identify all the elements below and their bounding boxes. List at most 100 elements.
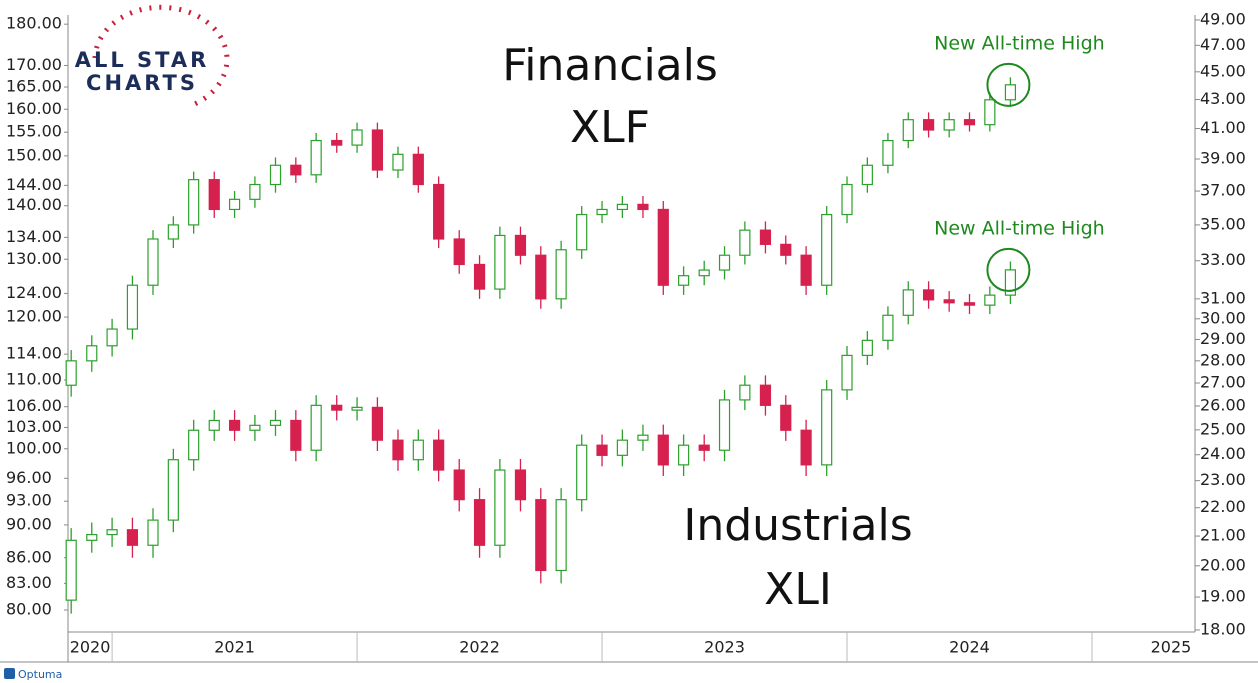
candle-body <box>106 328 118 347</box>
candle-body <box>576 213 588 251</box>
candle-body <box>616 439 628 456</box>
y2-tick-label: 45.00 <box>1200 61 1246 80</box>
candle-body <box>371 406 384 441</box>
y2-tick-label: 31.00 <box>1200 288 1246 307</box>
y2-tick-label: 41.00 <box>1200 118 1246 137</box>
candle-body <box>86 345 98 362</box>
candle-body <box>167 224 179 240</box>
y-tick-label: 180.00 <box>6 14 62 33</box>
candle-body <box>392 153 404 171</box>
y2-tick-label: 21.00 <box>1200 526 1246 545</box>
y-tick-label: 160.00 <box>6 99 62 118</box>
candle-body <box>269 419 282 426</box>
candle-body <box>412 153 424 186</box>
candle-body <box>596 208 608 216</box>
candle-body <box>657 434 669 466</box>
y-tick-label: 110.00 <box>6 369 62 388</box>
candle-body <box>147 238 159 286</box>
candle-body <box>821 389 833 466</box>
y-tick-label: 170.00 <box>6 55 62 74</box>
candle-body <box>290 164 302 176</box>
candle-body <box>902 289 914 316</box>
candle-body <box>473 263 486 290</box>
candle-body <box>637 203 649 211</box>
candle-body <box>126 529 139 546</box>
logo-line1: ALL STAR <box>75 48 210 72</box>
y2-tick-label: 33.00 <box>1200 250 1246 269</box>
candle-body <box>351 406 363 411</box>
y-tick-label: 130.00 <box>6 249 62 268</box>
y2-tick-label: 35.00 <box>1200 214 1246 233</box>
candle-body <box>514 469 527 501</box>
candle-body <box>718 399 731 451</box>
candle-body <box>984 99 996 126</box>
y-tick-label: 103.00 <box>6 417 62 436</box>
y2-tick-label: 30.00 <box>1200 308 1246 327</box>
candle-body <box>412 439 424 461</box>
candle-body <box>208 419 220 431</box>
candle-body <box>963 119 976 126</box>
candle-body <box>841 354 853 391</box>
x-tick-label: 2024 <box>949 638 990 657</box>
candle-body <box>718 254 731 271</box>
footer-brand: Optuma <box>18 668 62 681</box>
candle-body <box>861 164 873 186</box>
candle-body <box>535 499 547 572</box>
candle-body <box>678 275 690 286</box>
candle-body <box>800 429 812 466</box>
candle-body <box>943 299 955 304</box>
candle-body <box>228 419 241 431</box>
candle-body <box>167 459 179 521</box>
y2-tick-label: 47.00 <box>1200 35 1246 54</box>
y-tick-label: 140.00 <box>6 195 62 214</box>
candle-body <box>147 519 159 546</box>
y2-tick-label: 27.00 <box>1200 372 1246 391</box>
candle-body <box>841 183 853 216</box>
candle-body <box>576 444 588 501</box>
logo: ALL STAR CHARTS <box>75 4 230 109</box>
candle-body <box>433 439 445 471</box>
y-tick-label: 124.00 <box>6 283 62 302</box>
candle-body <box>514 234 527 256</box>
y2-tick-label: 22.00 <box>1200 497 1246 516</box>
x-tick-label: 2023 <box>704 638 745 657</box>
candle-body <box>228 198 241 211</box>
candle-body <box>331 139 343 146</box>
y2-tick-label: 25.00 <box>1200 419 1246 438</box>
candle-body <box>800 254 812 286</box>
candle-body <box>739 384 751 401</box>
candle-body <box>698 269 710 277</box>
candle-body <box>759 229 772 245</box>
y2-tick-label: 43.00 <box>1200 89 1246 108</box>
y-tick-label: 80.00 <box>6 599 52 618</box>
y-tick-label: 93.00 <box>6 491 52 510</box>
candle-body <box>616 203 628 211</box>
candle-body <box>984 294 996 306</box>
candle-body <box>1004 84 1017 101</box>
y2-tick-label: 23.00 <box>1200 470 1246 489</box>
candle-body <box>943 119 955 131</box>
candle-body <box>678 444 690 466</box>
candle-body <box>126 284 139 330</box>
logo-line2: CHARTS <box>86 71 198 95</box>
candle-body <box>106 529 118 536</box>
y-tick-label: 86.00 <box>6 547 52 566</box>
series-0 <box>65 77 1017 397</box>
candle-body <box>861 339 873 357</box>
candle-body <box>290 419 302 451</box>
series-name: Industrials <box>683 500 912 551</box>
y2-tick-label: 24.00 <box>1200 444 1246 463</box>
y2-tick-label: 28.00 <box>1200 350 1246 369</box>
highlight-circle <box>986 62 1031 107</box>
y-tick-label: 114.00 <box>6 344 62 363</box>
candle-body <box>86 534 98 541</box>
y2-tick-label: 18.00 <box>1200 619 1246 638</box>
series-ticker: XLF <box>570 102 650 153</box>
candle-body <box>657 208 669 286</box>
x-tick-label: 2021 <box>214 638 255 657</box>
candle-body <box>1004 269 1017 296</box>
y2-tick-label: 37.00 <box>1200 181 1246 200</box>
candle-body <box>351 129 363 146</box>
